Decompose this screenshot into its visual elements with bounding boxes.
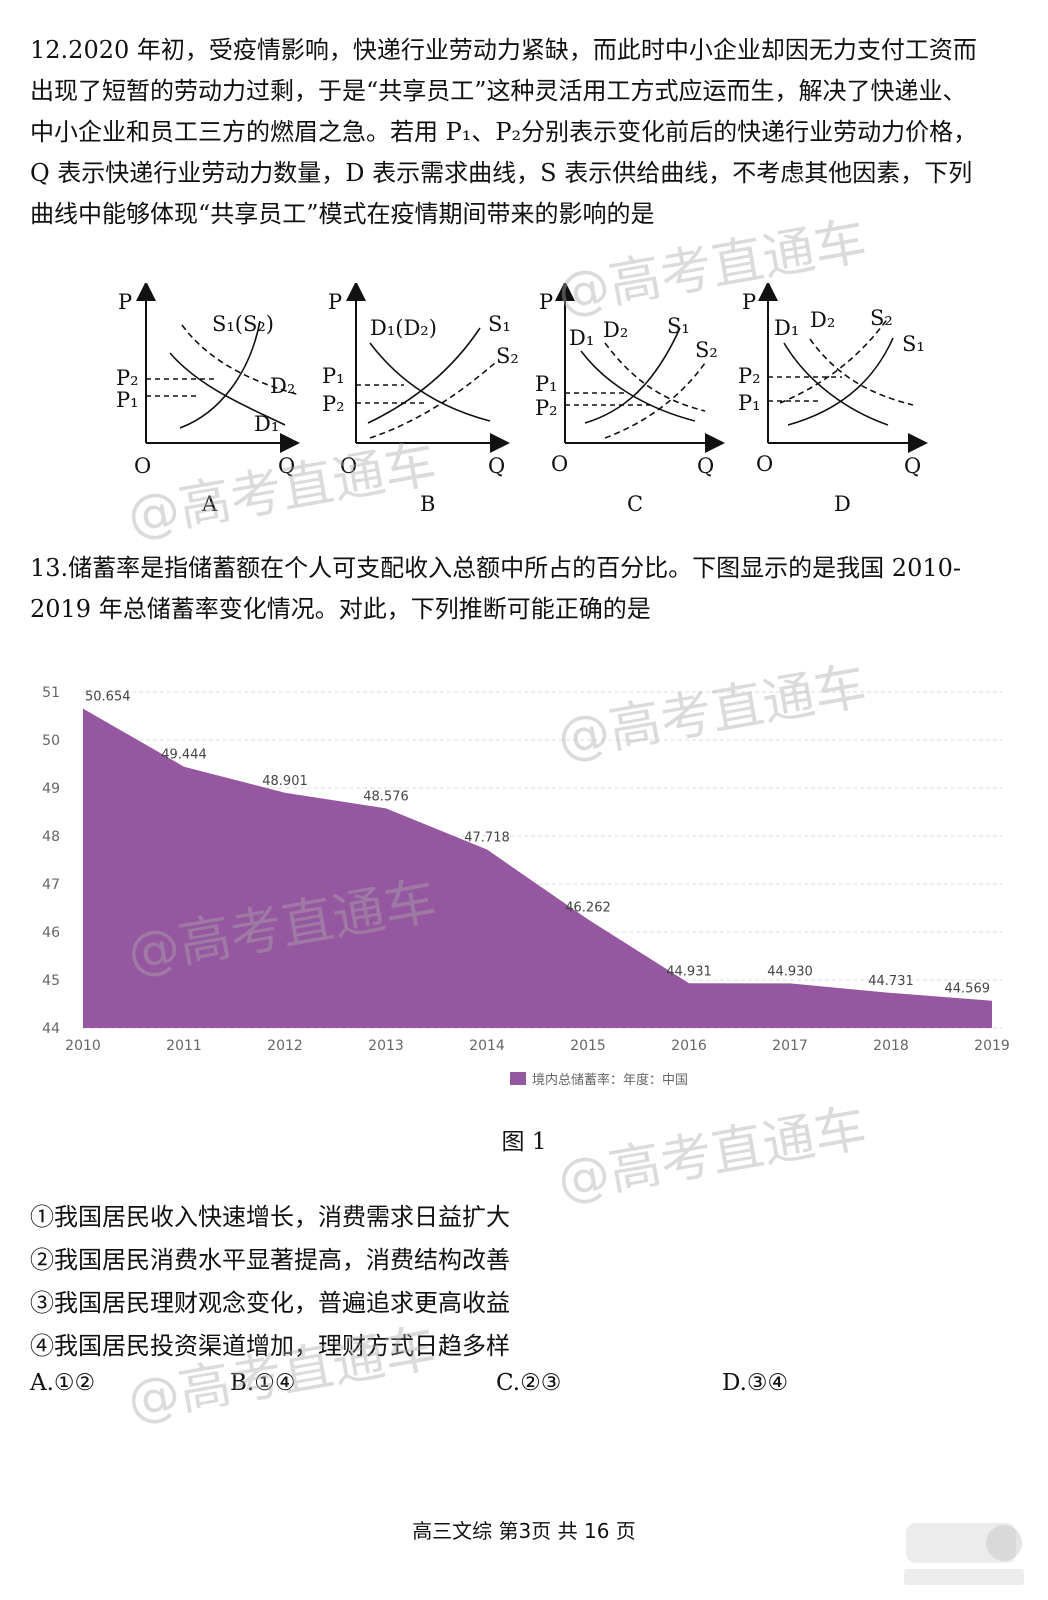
question-13-text: 13.储蓄率是指储蓄额在个人可支配收入总额中所占的百分比。下图显示的是我国 20… bbox=[30, 548, 1015, 630]
x-tick-label: 2017 bbox=[772, 1038, 808, 1054]
curve-label: S₁ bbox=[488, 312, 511, 336]
legend-label: 境内总储蓄率：年度：中国 bbox=[532, 1072, 688, 1088]
answer-choice-b: B.①④ bbox=[230, 1370, 296, 1396]
option-statement: ①我国居民收入快速增长，消费需求日益扩大 bbox=[30, 1203, 510, 1231]
axis-p-label: P bbox=[539, 290, 553, 314]
axis-q-label: Q bbox=[697, 454, 714, 478]
axis-p-label: P bbox=[328, 290, 342, 314]
curve-label: D₁(D₂) bbox=[370, 316, 437, 340]
curve-label: S₂ bbox=[496, 344, 519, 368]
axis-q-label: Q bbox=[488, 454, 505, 478]
area-series bbox=[83, 708, 992, 1028]
y-tick-label: 51 bbox=[42, 685, 60, 701]
data-label: 49.444 bbox=[161, 748, 207, 763]
diagram-b: P O Q P₁ P₂ D₁(D₂) S₁ S₂ B bbox=[322, 283, 519, 516]
axis-q-label: Q bbox=[278, 454, 295, 478]
axis-q-label: Q bbox=[904, 454, 921, 478]
diagram-letter: B bbox=[420, 492, 435, 516]
data-label: 47.718 bbox=[464, 831, 510, 846]
y-tick-label: 49 bbox=[42, 781, 60, 797]
price-label-p2: P₂ bbox=[322, 392, 345, 416]
figure-caption: 图 1 bbox=[501, 1129, 547, 1155]
curve-label: D₁ bbox=[774, 316, 799, 340]
curve-label: S₁(S₂) bbox=[212, 312, 274, 336]
price-label-p1: P₁ bbox=[116, 388, 139, 412]
data-label: 48.901 bbox=[262, 774, 308, 789]
curve-label: S₁ bbox=[902, 332, 925, 356]
y-tick-label: 48 bbox=[42, 829, 60, 845]
legend-swatch bbox=[510, 1072, 526, 1085]
question-12-line: 出现了短暂的劳动力过剩，于是“共享员工”这种灵活用工方式应运而生，解决了快递业、 bbox=[30, 77, 967, 105]
data-label: 50.654 bbox=[85, 690, 131, 705]
option-statements: ①我国居民收入快速增长，消费需求日益扩大 ②我国居民消费水平显著提高，消费结构改… bbox=[30, 1196, 510, 1368]
x-tick-label: 2010 bbox=[65, 1038, 101, 1054]
area-chart-svg: 44 45 46 47 48 49 50 51 2010 2011 2012 2013 2014 201… bbox=[42, 685, 1010, 1088]
axis-p-label: P bbox=[118, 290, 132, 314]
x-tick-label: 2014 bbox=[469, 1038, 505, 1054]
diagram-d: P O Q P₂ P₁ D₁ D₂ S₂ S₁ D bbox=[738, 283, 928, 516]
price-label-p2: P₂ bbox=[738, 364, 761, 388]
curve-label: D₁ bbox=[569, 326, 594, 350]
data-label: 44.930 bbox=[767, 964, 813, 979]
curve-label: S₁ bbox=[667, 314, 690, 338]
axis-o-label: O bbox=[756, 452, 773, 476]
y-tick-label: 46 bbox=[42, 925, 60, 941]
x-tick-label: 2013 bbox=[368, 1038, 404, 1054]
y-tick-label: 50 bbox=[42, 733, 60, 749]
curve-label: D₂ bbox=[603, 318, 628, 342]
answer-choice-a: A.①② bbox=[30, 1370, 96, 1396]
axis-o-label: O bbox=[340, 454, 357, 478]
curve-label: S₂ bbox=[870, 306, 893, 330]
price-label-p1: P₁ bbox=[535, 372, 558, 396]
question-12-line: 12.2020 年初，受疫情影响，快递行业劳动力紧缺，而此时中小企业却因无力支付… bbox=[30, 36, 977, 64]
curve-label: S₂ bbox=[695, 338, 718, 362]
data-label: 46.262 bbox=[565, 900, 611, 915]
x-tick-label: 2012 bbox=[267, 1038, 303, 1054]
question-13-line: 13.储蓄率是指储蓄额在个人可支配收入总额中所占的百分比。下图显示的是我国 20… bbox=[30, 554, 961, 582]
option-statement: ④我国居民投资渠道增加，理财方式日趋多样 bbox=[30, 1332, 510, 1360]
curve-label: D₁ bbox=[254, 412, 279, 436]
y-tick-label: 45 bbox=[42, 973, 60, 989]
data-label: 44.731 bbox=[868, 974, 914, 989]
diagram-letter: C bbox=[627, 492, 643, 516]
supply-demand-diagrams: P O Q P₂ P₁ S₁(S₂) D₂ D₁ A P O Q P₁ P₂ D… bbox=[110, 283, 950, 523]
x-tick-label: 2018 bbox=[873, 1038, 909, 1054]
corner-logo-icon bbox=[904, 1523, 1024, 1585]
curve-label: D₂ bbox=[810, 308, 835, 332]
question-12-text: 12.2020 年初，受疫情影响，快递行业劳动力紧缺，而此时中小企业却因无力支付… bbox=[30, 30, 1015, 235]
page-footer: 高三文综 第3页 共 16 页 bbox=[412, 1519, 636, 1543]
option-statement: ③我国居民理财观念变化，普遍追求更高收益 bbox=[30, 1289, 510, 1317]
diagram-a: P O Q P₂ P₁ S₁(S₂) D₂ D₁ A bbox=[116, 283, 301, 516]
savings-rate-chart: 44 45 46 47 48 49 50 51 2010 2011 2012 2013 2014 201… bbox=[30, 672, 1020, 1102]
question-13-line: 2019 年总储蓄率变化情况。对此，下列推断可能正确的是 bbox=[30, 595, 651, 623]
data-label: 44.931 bbox=[666, 964, 712, 979]
price-label-p2: P₂ bbox=[116, 366, 139, 390]
option-statement: ②我国居民消费水平显著提高，消费结构改善 bbox=[30, 1246, 510, 1274]
axis-o-label: O bbox=[551, 452, 568, 476]
question-12-line: Q 表示快递行业劳动力数量，D 表示需求曲线，S 表示供给曲线，不考虑其他因素，… bbox=[30, 159, 973, 187]
x-tick-label: 2016 bbox=[671, 1038, 707, 1054]
y-tick-label: 47 bbox=[42, 877, 60, 893]
answer-choice-c: C.②③ bbox=[496, 1370, 562, 1396]
x-tick-label: 2015 bbox=[570, 1038, 606, 1054]
question-12-line: 中小企业和员工三方的燃眉之急。若用 P₁、P₂分别表示变化前后的快递行业劳动力价… bbox=[30, 118, 978, 146]
question-12-line: 曲线中能够体现“共享员工”模式在疫情期间带来的影响的是 bbox=[30, 200, 655, 228]
legend: 境内总储蓄率：年度：中国 bbox=[510, 1072, 688, 1088]
x-tick-label: 2011 bbox=[166, 1038, 202, 1054]
curve-label: D₂ bbox=[270, 374, 295, 398]
price-label-p1: P₁ bbox=[322, 364, 345, 388]
data-label: 44.569 bbox=[945, 982, 991, 997]
diagram-letter: A bbox=[201, 492, 218, 516]
diagram-letter: D bbox=[834, 492, 851, 516]
axis-p-label: P bbox=[742, 290, 756, 314]
answer-choice-d: D.③④ bbox=[722, 1370, 789, 1396]
price-label-p2: P₂ bbox=[535, 396, 558, 420]
price-label-p1: P₁ bbox=[738, 391, 761, 415]
y-tick-label: 44 bbox=[42, 1021, 60, 1037]
diagram-c: P O Q P₁ P₂ D₁ D₂ S₁ S₂ C bbox=[535, 283, 725, 516]
data-label: 48.576 bbox=[363, 789, 409, 804]
answer-choices: A.①② B.①④ C.②③ D.③④ bbox=[30, 1370, 1020, 1410]
axis-o-label: O bbox=[134, 454, 151, 478]
x-tick-label: 2019 bbox=[974, 1038, 1010, 1054]
